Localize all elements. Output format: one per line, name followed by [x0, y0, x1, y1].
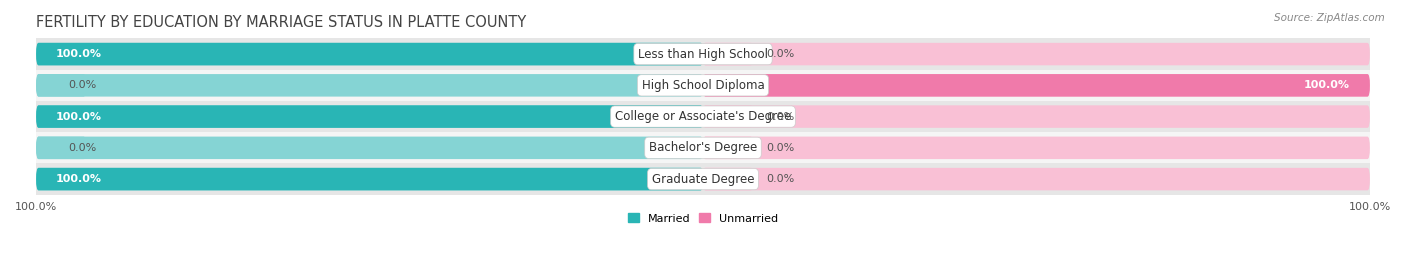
Bar [37, 132, 1369, 164]
Text: Graduate Degree: Graduate Degree [652, 173, 754, 186]
FancyBboxPatch shape [703, 43, 1369, 65]
FancyBboxPatch shape [703, 105, 1369, 128]
Text: College or Associate's Degree: College or Associate's Degree [614, 110, 792, 123]
Bar [37, 101, 1369, 132]
FancyBboxPatch shape [37, 105, 703, 128]
FancyBboxPatch shape [703, 168, 754, 190]
Text: 100.0%: 100.0% [56, 174, 103, 184]
Text: 0.0%: 0.0% [766, 112, 794, 122]
Text: Source: ZipAtlas.com: Source: ZipAtlas.com [1274, 13, 1385, 23]
Text: Bachelor's Degree: Bachelor's Degree [650, 141, 756, 154]
Text: FERTILITY BY EDUCATION BY MARRIAGE STATUS IN PLATTE COUNTY: FERTILITY BY EDUCATION BY MARRIAGE STATU… [37, 15, 526, 30]
FancyBboxPatch shape [37, 137, 703, 159]
FancyBboxPatch shape [37, 168, 703, 190]
Text: 100.0%: 100.0% [1303, 80, 1350, 90]
Text: High School Diploma: High School Diploma [641, 79, 765, 92]
Text: 0.0%: 0.0% [766, 49, 794, 59]
Bar [37, 38, 1369, 70]
FancyBboxPatch shape [37, 43, 703, 65]
FancyBboxPatch shape [37, 43, 703, 65]
FancyBboxPatch shape [703, 74, 1369, 97]
FancyBboxPatch shape [37, 74, 86, 97]
FancyBboxPatch shape [37, 105, 703, 128]
Text: 0.0%: 0.0% [67, 80, 96, 90]
Text: 0.0%: 0.0% [766, 174, 794, 184]
Text: 0.0%: 0.0% [67, 143, 96, 153]
FancyBboxPatch shape [37, 74, 703, 97]
FancyBboxPatch shape [703, 74, 1369, 97]
FancyBboxPatch shape [37, 137, 86, 159]
FancyBboxPatch shape [703, 43, 754, 65]
FancyBboxPatch shape [703, 137, 754, 159]
Text: 100.0%: 100.0% [56, 49, 103, 59]
FancyBboxPatch shape [703, 137, 1369, 159]
Bar [37, 70, 1369, 101]
FancyBboxPatch shape [37, 168, 703, 190]
Bar [37, 164, 1369, 195]
FancyBboxPatch shape [703, 105, 754, 128]
Legend: Married, Unmarried: Married, Unmarried [623, 209, 783, 228]
FancyBboxPatch shape [703, 168, 1369, 190]
Text: 100.0%: 100.0% [56, 112, 103, 122]
Text: Less than High School: Less than High School [638, 48, 768, 61]
Text: 0.0%: 0.0% [766, 143, 794, 153]
